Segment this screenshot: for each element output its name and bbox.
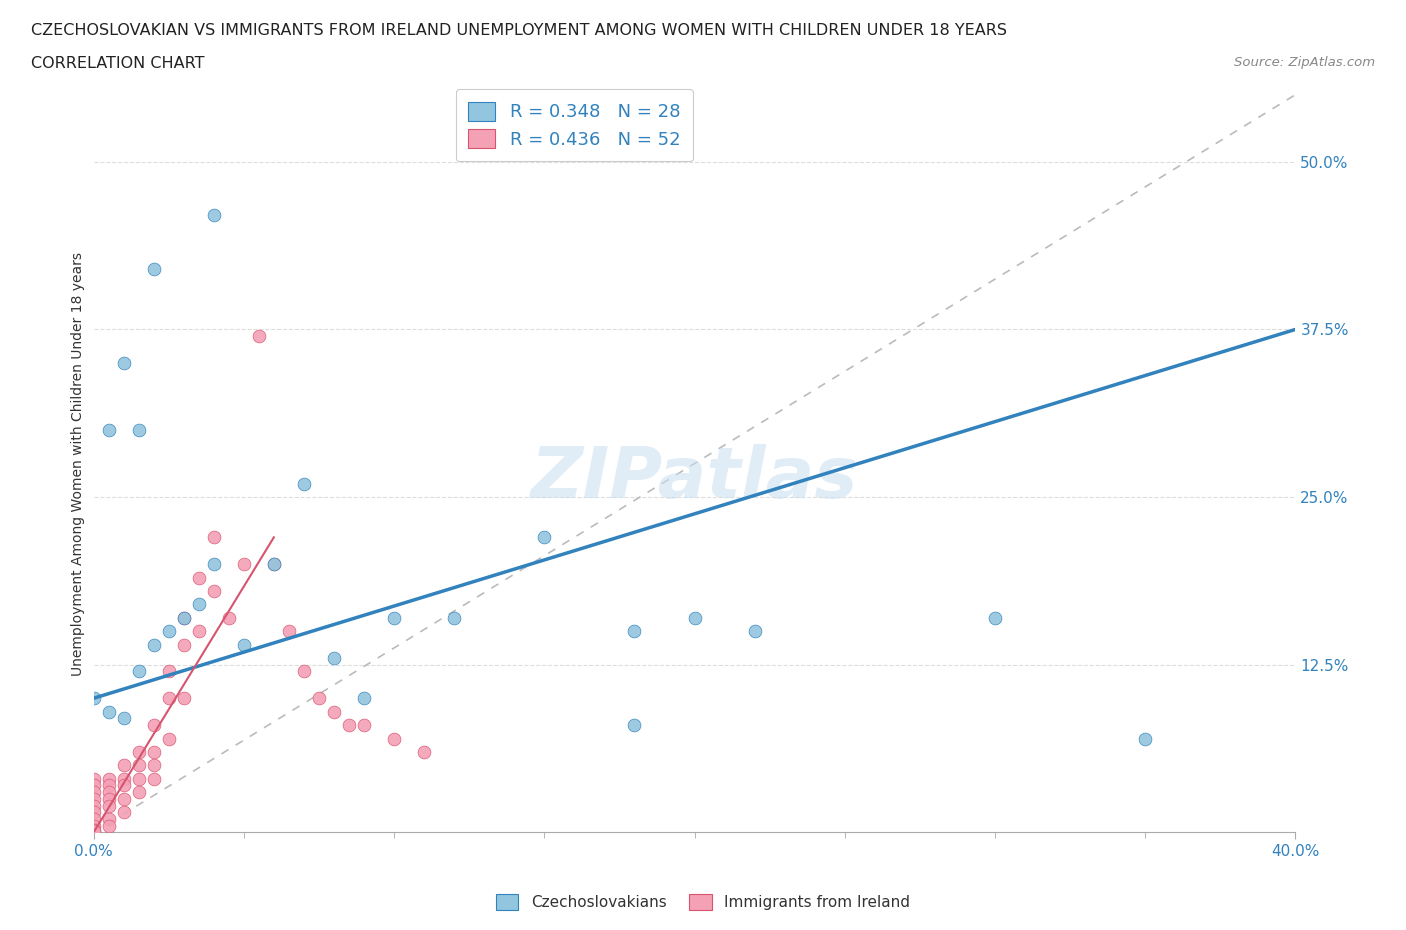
Point xyxy=(247,328,270,343)
Point xyxy=(83,804,105,819)
Point xyxy=(232,637,254,652)
Point xyxy=(173,610,195,625)
Point xyxy=(142,637,165,652)
Point xyxy=(382,731,405,746)
Point xyxy=(97,818,120,833)
Legend: R = 0.348   N = 28, R = 0.436   N = 52: R = 0.348 N = 28, R = 0.436 N = 52 xyxy=(456,89,693,161)
Point xyxy=(112,791,135,806)
Point xyxy=(323,704,346,719)
Point xyxy=(142,771,165,786)
Point xyxy=(277,624,299,639)
Point xyxy=(187,597,209,612)
Point xyxy=(128,758,150,773)
Point xyxy=(97,778,120,793)
Point xyxy=(623,624,645,639)
Point xyxy=(97,812,120,827)
Point xyxy=(142,261,165,276)
Point xyxy=(112,758,135,773)
Point xyxy=(157,664,180,679)
Point xyxy=(202,208,225,223)
Point xyxy=(157,624,180,639)
Point xyxy=(623,718,645,733)
Point xyxy=(128,745,150,760)
Point xyxy=(683,610,706,625)
Point xyxy=(308,691,330,706)
Point xyxy=(1135,731,1157,746)
Point xyxy=(83,824,105,839)
Point xyxy=(112,771,135,786)
Point xyxy=(142,718,165,733)
Point xyxy=(83,812,105,827)
Y-axis label: Unemployment Among Women with Children Under 18 years: Unemployment Among Women with Children U… xyxy=(72,251,86,675)
Point xyxy=(97,785,120,800)
Point xyxy=(202,530,225,545)
Text: Source: ZipAtlas.com: Source: ZipAtlas.com xyxy=(1234,56,1375,69)
Point xyxy=(263,557,285,572)
Point xyxy=(83,771,105,786)
Point xyxy=(128,785,150,800)
Point xyxy=(382,610,405,625)
Point xyxy=(112,711,135,725)
Point xyxy=(112,778,135,793)
Point xyxy=(173,610,195,625)
Point xyxy=(292,476,315,491)
Text: ZIPatlas: ZIPatlas xyxy=(531,444,858,512)
Point xyxy=(97,422,120,437)
Point xyxy=(83,778,105,793)
Point xyxy=(112,355,135,370)
Point xyxy=(97,798,120,813)
Point xyxy=(128,664,150,679)
Text: CORRELATION CHART: CORRELATION CHART xyxy=(31,56,204,71)
Point xyxy=(97,704,120,719)
Point xyxy=(337,718,360,733)
Point xyxy=(112,804,135,819)
Point xyxy=(97,791,120,806)
Point xyxy=(533,530,555,545)
Point xyxy=(173,637,195,652)
Point xyxy=(232,557,254,572)
Point xyxy=(187,624,209,639)
Point xyxy=(443,610,465,625)
Point xyxy=(353,691,375,706)
Point xyxy=(128,771,150,786)
Point xyxy=(157,691,180,706)
Point xyxy=(83,791,105,806)
Point xyxy=(83,785,105,800)
Point xyxy=(187,570,209,585)
Legend: Czechoslovakians, Immigrants from Ireland: Czechoslovakians, Immigrants from Irelan… xyxy=(488,886,918,918)
Point xyxy=(142,745,165,760)
Point xyxy=(83,798,105,813)
Point xyxy=(142,758,165,773)
Point xyxy=(323,651,346,666)
Point xyxy=(128,422,150,437)
Point xyxy=(97,771,120,786)
Point xyxy=(202,583,225,598)
Point xyxy=(984,610,1007,625)
Point xyxy=(218,610,240,625)
Point xyxy=(173,691,195,706)
Point xyxy=(157,731,180,746)
Point xyxy=(202,557,225,572)
Point xyxy=(83,691,105,706)
Text: CZECHOSLOVAKIAN VS IMMIGRANTS FROM IRELAND UNEMPLOYMENT AMONG WOMEN WITH CHILDRE: CZECHOSLOVAKIAN VS IMMIGRANTS FROM IRELA… xyxy=(31,23,1007,38)
Point xyxy=(83,822,105,837)
Point xyxy=(263,557,285,572)
Point xyxy=(83,818,105,833)
Point xyxy=(353,718,375,733)
Point xyxy=(744,624,766,639)
Point xyxy=(292,664,315,679)
Point xyxy=(413,745,436,760)
